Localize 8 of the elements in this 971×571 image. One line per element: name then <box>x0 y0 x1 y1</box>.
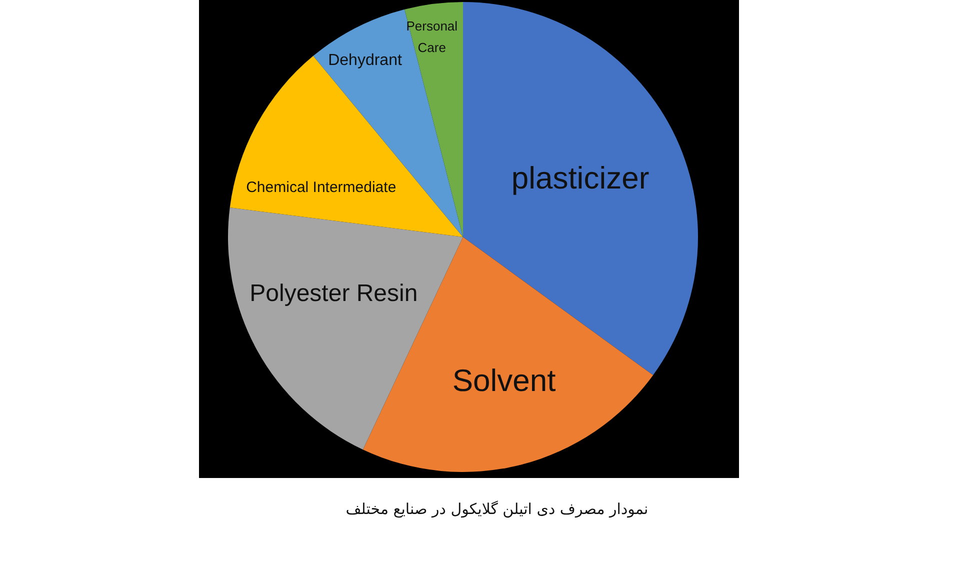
slice-label: plasticizer <box>511 160 650 195</box>
slice-label: Polyester Resin <box>250 280 418 307</box>
pie-slice <box>313 9 463 237</box>
slice-label: Solvent <box>452 362 556 398</box>
pie-slice <box>404 2 463 237</box>
slice-label: Chemical Intermediate <box>246 178 396 196</box>
slice-label: Dehydrant <box>328 52 402 69</box>
text: نمودار مصرف دی اتیلن گلایکول در صنایع مختلف <box>346 500 648 518</box>
